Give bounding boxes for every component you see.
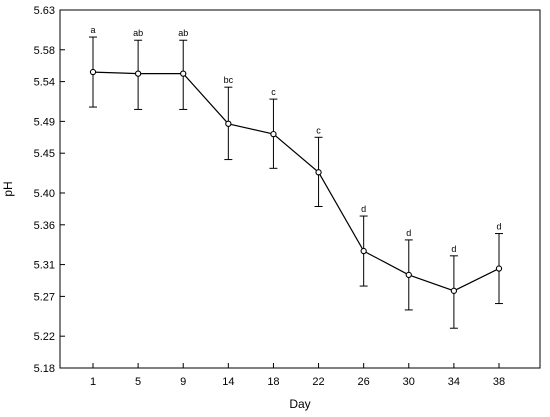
significance-label: c — [316, 125, 321, 135]
x-tick-label: 18 — [267, 376, 279, 388]
series-line — [92, 71, 500, 292]
data-point — [360, 247, 367, 255]
significance-label: d — [496, 222, 501, 232]
y-tick-label: 5.18 — [34, 363, 55, 375]
y-tick-label: 5.27 — [34, 291, 55, 303]
significance-label: c — [271, 87, 276, 97]
x-tick-label: 38 — [493, 376, 505, 388]
plot-frame — [59, 9, 541, 369]
y-axis: 5.18 5.22 5.27 5.31 5.36 5.40 5.45 5.49 5.54 5.58… — [34, 5, 65, 375]
data-point — [315, 169, 322, 176]
x-tick-label: 5 — [135, 376, 141, 388]
significance-label: d — [361, 204, 366, 214]
y-axis-title: pH — [1, 181, 15, 196]
x-axis: 1 5 9 14 18 22 26 30 34 38 — [90, 363, 505, 388]
x-tick-label: 9 — [180, 376, 186, 388]
data-point — [225, 120, 232, 127]
y-tick-label: 5.31 — [34, 260, 55, 272]
y-tick-label: 5.40 — [34, 188, 55, 200]
y-tick-label: 5.36 — [34, 220, 55, 232]
x-tick-label: 1 — [90, 376, 96, 388]
x-tick-label: 22 — [312, 376, 324, 388]
y-tick-label: 5.58 — [34, 45, 55, 57]
data-point — [180, 70, 187, 77]
x-tick-label: 14 — [222, 376, 234, 388]
significance-label: bc — [224, 75, 234, 85]
x-tick-label: 34 — [448, 376, 460, 388]
significance-label: d — [406, 228, 411, 238]
x-tick-label: 30 — [403, 376, 415, 388]
data-point — [89, 68, 97, 76]
y-tick-label: 5.63 — [34, 5, 55, 17]
y-tick-label: 5.22 — [34, 331, 55, 343]
x-axis-title: Day — [289, 397, 310, 411]
significance-label: ab — [133, 28, 143, 38]
data-point — [495, 265, 503, 272]
y-tick-label: 5.49 — [34, 116, 55, 128]
series-layer: a ab ab bc c c d d d d — [89, 25, 503, 329]
significance-label: ab — [178, 28, 188, 38]
y-tick-label: 5.54 — [34, 77, 55, 89]
data-point — [270, 130, 277, 138]
data-point — [450, 287, 458, 294]
data-point — [134, 70, 142, 77]
data-point — [405, 271, 412, 279]
y-tick-label: 5.45 — [34, 148, 55, 160]
significance-label: d — [451, 244, 456, 254]
x-tick-label: 26 — [358, 376, 370, 388]
significance-label: a — [90, 25, 95, 35]
